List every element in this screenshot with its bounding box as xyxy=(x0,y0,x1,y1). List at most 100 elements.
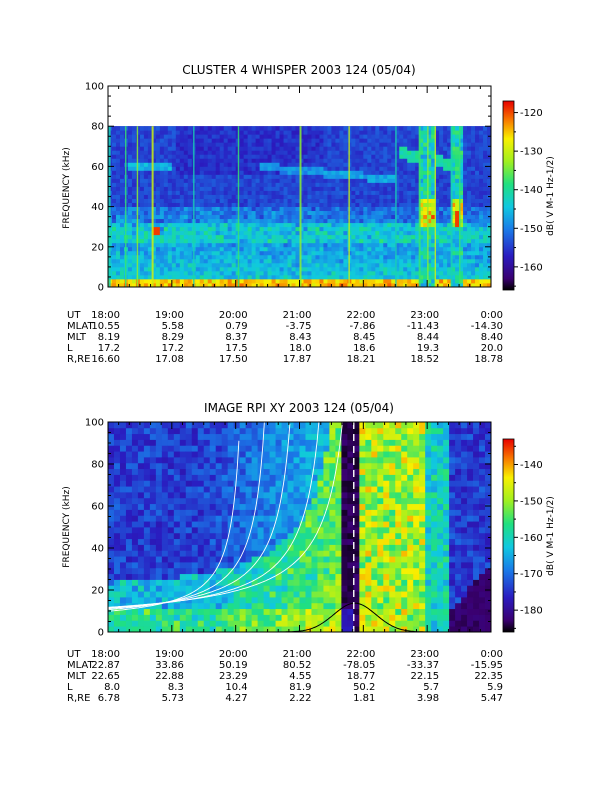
spectrogram-cell xyxy=(459,186,464,191)
spectrogram-cell xyxy=(427,158,432,163)
spectrogram-cell xyxy=(391,266,396,272)
spectrogram-cell xyxy=(127,178,133,183)
spectrogram-cell xyxy=(251,445,259,452)
spectrogram-cell xyxy=(443,130,448,135)
spectrogram-cell xyxy=(379,178,384,183)
spectrogram-cell xyxy=(151,218,157,224)
spectrogram-cell xyxy=(431,202,436,207)
spectrogram-cell xyxy=(395,158,400,163)
spectrogram-cell xyxy=(375,186,380,191)
spectrogram-cell xyxy=(195,178,201,183)
spectrogram-cell xyxy=(363,126,368,131)
spectrogram-cell xyxy=(159,186,165,191)
spectrogram-cell xyxy=(179,550,187,557)
spectrogram-cell xyxy=(267,274,272,280)
spectrogram-cell xyxy=(259,158,264,163)
spectrogram-cell xyxy=(239,266,245,272)
spectrogram-cell xyxy=(139,126,145,131)
spectrogram-cell xyxy=(257,620,264,627)
spectrogram-cell xyxy=(479,250,484,256)
spectrogram-cell xyxy=(207,198,213,203)
spectrogram-cell xyxy=(171,222,177,228)
spectrogram-cell xyxy=(359,178,364,183)
spectrogram-cell xyxy=(173,492,181,499)
spectrogram-cell xyxy=(251,567,259,575)
spectrogram-cell xyxy=(255,198,261,203)
spectrogram-cell xyxy=(211,186,217,191)
spectrogram-cell xyxy=(195,194,201,199)
spectrogram-cell xyxy=(173,503,181,510)
spectrogram-cell xyxy=(455,282,460,287)
spectrogram-cell xyxy=(221,544,229,551)
spectrogram-cell xyxy=(159,162,165,167)
spectrogram-cell xyxy=(163,162,169,167)
spectrogram-cell xyxy=(331,158,336,163)
spectrogram-cell xyxy=(231,250,237,256)
spectrogram-cell xyxy=(243,246,249,252)
spectrogram-cell xyxy=(195,166,201,171)
spectrogram-cell xyxy=(207,146,213,151)
spectrogram-cell xyxy=(143,150,149,155)
spectrogram-cell xyxy=(431,126,436,131)
spectrogram-cell xyxy=(195,242,201,248)
spectrogram-cell xyxy=(359,170,364,175)
spectrogram-cell xyxy=(343,158,348,163)
spectrogram-cell xyxy=(263,230,268,236)
spectrogram-cell xyxy=(479,214,484,220)
spectrogram-cell xyxy=(419,278,424,284)
spectrogram-cell xyxy=(423,282,428,287)
spectrogram-cell xyxy=(175,274,181,280)
spectrogram-cell xyxy=(215,497,223,505)
spectrogram-cell xyxy=(451,234,456,240)
spectrogram-cell xyxy=(407,222,412,228)
spectrogram-cell xyxy=(455,210,460,216)
spectrogram-cell xyxy=(207,202,213,207)
spectrogram-cell xyxy=(115,198,121,203)
spectrogram-cell xyxy=(279,198,284,203)
spectrogram-cell xyxy=(161,427,169,435)
spectrogram-cell xyxy=(363,138,368,143)
spectrogram-cell xyxy=(147,138,153,143)
spectrogram-cell xyxy=(233,457,241,464)
spectrogram-cell xyxy=(339,150,344,155)
spectrogram-cell xyxy=(311,194,316,199)
spectrogram-cell xyxy=(137,521,145,528)
spectrogram-cell xyxy=(311,218,316,224)
spectrogram-cell xyxy=(161,532,169,540)
spectrogram-cell xyxy=(185,457,193,464)
spectrogram-cell xyxy=(113,497,121,505)
spectrogram-cell xyxy=(151,262,157,268)
spectrogram-cell xyxy=(187,174,193,179)
spectrogram-cell xyxy=(343,262,348,268)
spectrogram-cell xyxy=(203,585,211,592)
spectrogram-cell xyxy=(233,562,241,569)
spectrogram-cell xyxy=(335,166,340,171)
spectrogram-cell xyxy=(455,230,460,236)
spectrogram-cell xyxy=(439,154,444,159)
spectrogram-cell xyxy=(435,270,440,276)
spectrogram-streak xyxy=(395,126,397,287)
spectrogram-cell xyxy=(287,150,292,155)
spectrogram-cell xyxy=(219,178,225,183)
spectrogram-cell xyxy=(403,266,408,272)
spectrogram-cell xyxy=(379,234,384,240)
spectrogram-cell xyxy=(479,202,484,207)
spectrogram-cell xyxy=(197,608,205,615)
spectrogram-cell xyxy=(215,602,223,610)
spectrogram-cell xyxy=(443,134,448,139)
spectrogram-cell xyxy=(431,146,436,151)
spectrogram-cell xyxy=(399,186,404,191)
spectrogram-cell xyxy=(155,492,163,499)
spectrogram-cell xyxy=(183,194,189,199)
spectrogram-cell xyxy=(463,190,468,195)
spectrogram-cell xyxy=(245,439,253,446)
spectrogram-cell xyxy=(175,258,181,264)
spectrogram-cell xyxy=(351,210,356,216)
spectrogram-cell xyxy=(119,150,125,155)
spectrogram-cell xyxy=(211,150,217,155)
spectrogram-cell xyxy=(219,166,225,171)
spectrogram-cell xyxy=(359,174,364,179)
spectrogram-cell xyxy=(191,486,199,493)
spectrogram-cell xyxy=(363,162,368,167)
spectrogram-cell xyxy=(243,150,249,155)
